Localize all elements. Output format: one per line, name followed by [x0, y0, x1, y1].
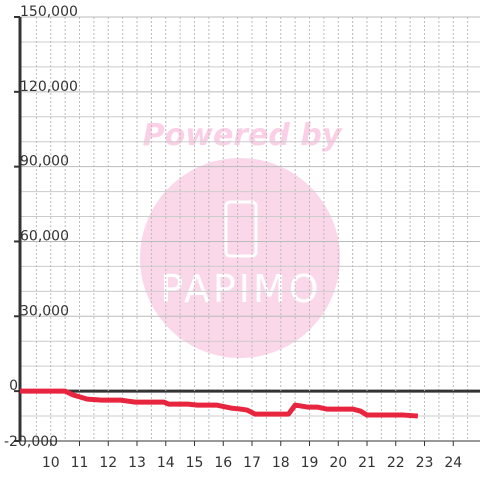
y-tick-label: 90,000 — [20, 154, 69, 170]
x-tick-label: 14 — [157, 455, 175, 471]
x-tick-label: 15 — [186, 455, 204, 471]
x-tick-label: 23 — [416, 455, 434, 471]
watermark-circle — [140, 158, 340, 358]
y-tick-label: -20,000 — [4, 434, 58, 450]
x-tick-label: 17 — [243, 455, 261, 471]
y-tick-label: 60,000 — [20, 228, 69, 244]
watermark-text: Powered by — [143, 118, 343, 153]
x-tick-label: 16 — [214, 455, 232, 471]
x-tick-label: 11 — [71, 455, 89, 471]
x-tick-label: 19 — [301, 455, 319, 471]
x-tick-label: 24 — [444, 455, 462, 471]
y-tick-label: 30,000 — [20, 303, 69, 319]
x-tick-label: 20 — [329, 455, 347, 471]
x-tick-label: 22 — [387, 455, 405, 471]
x-tick-label: 10 — [42, 455, 60, 471]
x-tick-label: 12 — [99, 455, 117, 471]
y-tick-label: 0 — [9, 378, 18, 394]
x-tick-label: 18 — [272, 455, 290, 471]
y-tick-label: 120,000 — [20, 79, 78, 95]
watermark-icon — [224, 200, 258, 258]
x-tick-label: 13 — [128, 455, 146, 471]
x-tick-label: 21 — [358, 455, 376, 471]
watermark-logo: PAPIMO — [160, 267, 321, 311]
y-tick-label: 150,000 — [20, 4, 78, 20]
data-line — [20, 388, 419, 419]
watermark: Powered by PAPIMO — [140, 118, 343, 358]
